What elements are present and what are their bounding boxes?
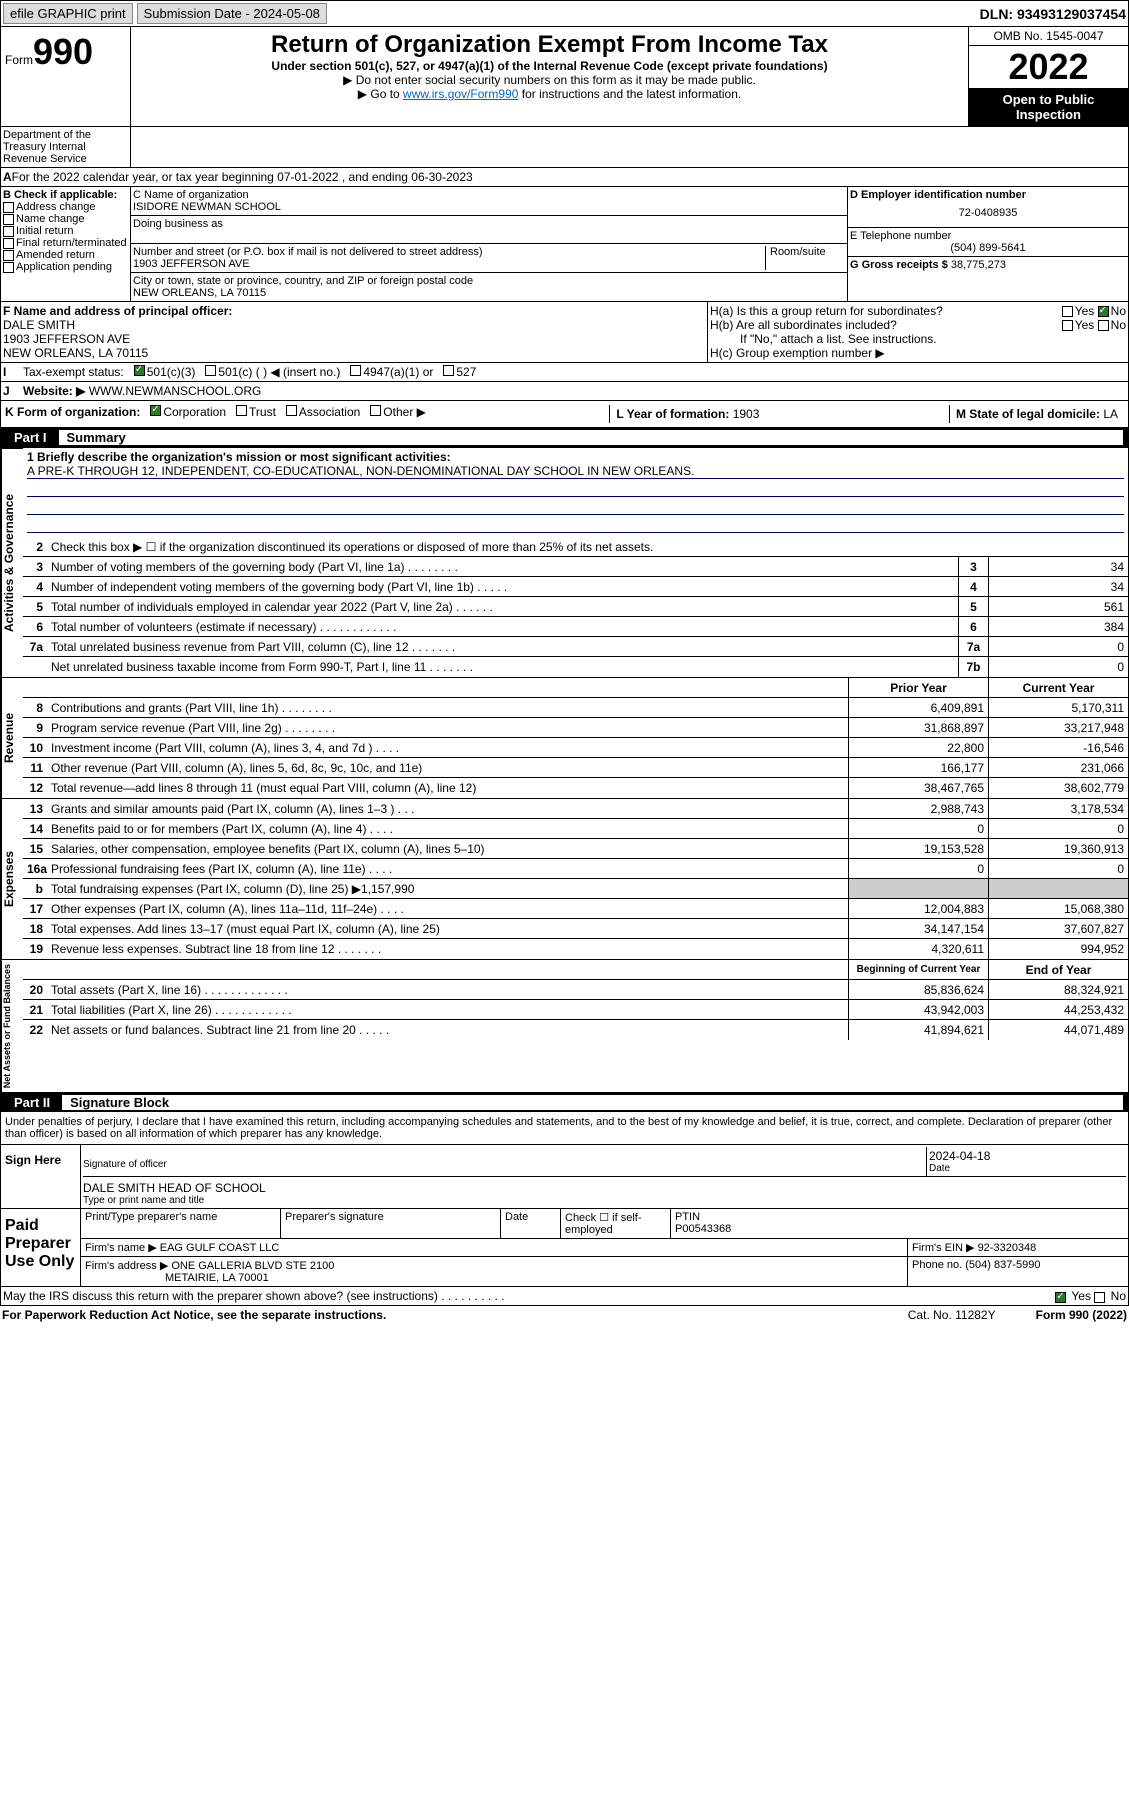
table-row: 7aTotal unrelated business revenue from …: [23, 637, 1128, 657]
website-note: ▶ Go to www.irs.gov/Form990 for instruct…: [135, 87, 964, 101]
top-bar: efile GRAPHIC print Submission Date - 20…: [0, 0, 1129, 27]
ssn-note: ▶ Do not enter social security numbers o…: [135, 73, 964, 87]
table-row: 5Total number of individuals employed in…: [23, 597, 1128, 617]
sig-intro: Under penalties of perjury, I declare th…: [1, 1112, 1128, 1144]
sign-here-label: Sign Here: [1, 1145, 81, 1208]
gross-receipts: 38,775,273: [951, 259, 1006, 271]
table-row: bTotal fundraising expenses (Part IX, co…: [23, 879, 1128, 899]
firm-phone: (504) 837-5990: [965, 1259, 1040, 1271]
table-row: 12Total revenue—add lines 8 through 11 (…: [23, 778, 1128, 798]
officer-name: DALE SMITH HEAD OF SCHOOL: [83, 1181, 1126, 1195]
discuss-row: May the IRS discuss this return with the…: [1, 1286, 1128, 1305]
table-row: 4Number of independent voting members of…: [23, 577, 1128, 597]
vlabel-balances: Net Assets or Fund Balances: [1, 960, 23, 1092]
org-city: NEW ORLEANS, LA 70115: [133, 287, 845, 299]
table-row: 14Benefits paid to or for members (Part …: [23, 819, 1128, 839]
table-row: 20Total assets (Part X, line 16) . . . .…: [23, 980, 1128, 1000]
table-row: 13Grants and similar amounts paid (Part …: [23, 799, 1128, 819]
tax-period: AFor the 2022 calendar year, or tax year…: [0, 168, 1129, 187]
table-row: 16aProfessional fundraising fees (Part I…: [23, 859, 1128, 879]
table-row: 19Revenue less expenses. Subtract line 1…: [23, 939, 1128, 959]
vlabel-expenses: Expenses: [1, 799, 23, 959]
form-header: Form990 Return of Organization Exempt Fr…: [0, 27, 1129, 127]
omb-number: OMB No. 1545-0047: [969, 27, 1128, 46]
table-row: 15Salaries, other compensation, employee…: [23, 839, 1128, 859]
org-website: WWW.NEWMANSCHOOL.ORG: [89, 384, 262, 398]
firm-ein: 92-3320348: [978, 1242, 1037, 1254]
row-k: K Form of organization: Corporation Trus…: [0, 401, 1129, 428]
table-row: 6Total number of volunteers (estimate if…: [23, 617, 1128, 637]
tax-year: 2022: [969, 46, 1128, 88]
form-title: Return of Organization Exempt From Incom…: [135, 31, 964, 59]
phone: (504) 899-5641: [850, 242, 1126, 254]
org-name: ISIDORE NEWMAN SCHOOL: [133, 201, 845, 213]
table-row: 18Total expenses. Add lines 13–17 (must …: [23, 919, 1128, 939]
part2-header: Part IISignature Block: [0, 1093, 1129, 1112]
table-row: 17Other expenses (Part IX, column (A), l…: [23, 899, 1128, 919]
table-row: 10Investment income (Part VIII, column (…: [23, 738, 1128, 758]
table-row: 11Other revenue (Part VIII, column (A), …: [23, 758, 1128, 778]
table-row: 3Number of voting members of the governi…: [23, 557, 1128, 577]
submission-date: Submission Date - 2024-05-08: [137, 3, 327, 24]
section-h: H(a) Is this a group return for subordin…: [708, 302, 1128, 362]
page-footer: For Paperwork Reduction Act Notice, see …: [0, 1306, 1129, 1324]
part1-header: Part ISummary: [0, 428, 1129, 447]
table-row: 9Program service revenue (Part VIII, lin…: [23, 718, 1128, 738]
table-row: Net unrelated business taxable income fr…: [23, 657, 1128, 677]
irs-link[interactable]: www.irs.gov/Form990: [403, 87, 518, 101]
form-subtitle: Under section 501(c), 527, or 4947(a)(1)…: [135, 59, 964, 73]
row-i: I Tax-exempt status: 501(c)(3) 501(c) ( …: [0, 363, 1129, 382]
vlabel-revenue: Revenue: [1, 678, 23, 798]
org-address: 1903 JEFFERSON AVE: [133, 258, 765, 270]
row-j: J Website: ▶ WWW.NEWMANSCHOOL.ORG: [0, 382, 1129, 401]
vlabel-governance: Activities & Governance: [1, 448, 23, 677]
firm-name: EAG GULF COAST LLC: [160, 1242, 280, 1254]
form-label: Form: [5, 53, 33, 67]
public-inspection: Open to Public Inspection: [969, 88, 1128, 126]
section-b: B Check if applicable: Address change Na…: [1, 187, 131, 301]
table-row: 22Net assets or fund balances. Subtract …: [23, 1020, 1128, 1040]
dln: DLN: 93493129037454: [980, 6, 1126, 22]
dept-label: Department of the Treasury Internal Reve…: [1, 127, 131, 167]
section-f: F Name and address of principal officer:…: [1, 302, 708, 362]
ein: 72-0408935: [850, 201, 1126, 225]
table-row: 8Contributions and grants (Part VIII, li…: [23, 698, 1128, 718]
paid-preparer-label: Paid Preparer Use Only: [1, 1209, 81, 1286]
ptin: P00543368: [675, 1223, 1124, 1235]
efile-button[interactable]: efile GRAPHIC print: [3, 3, 133, 24]
table-row: 21Total liabilities (Part X, line 26) . …: [23, 1000, 1128, 1020]
mission-block: 1 Briefly describe the organization's mi…: [23, 448, 1128, 537]
form-number: 990: [33, 31, 93, 72]
